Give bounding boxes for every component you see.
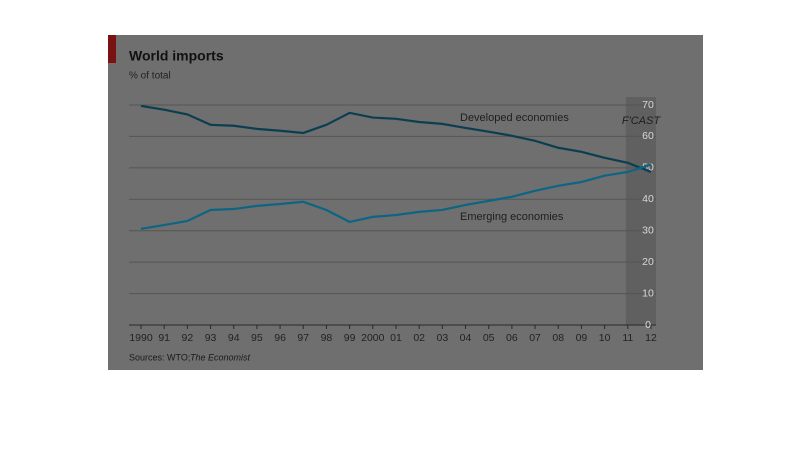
- chart-title: World imports: [129, 48, 224, 64]
- brand-tag: [108, 35, 116, 63]
- series-label: Developed economies: [460, 112, 569, 124]
- x-tick-label: 98: [321, 332, 333, 344]
- x-tick-label: 10: [599, 332, 611, 344]
- y-tick-label: 50: [642, 162, 654, 174]
- series-line: [140, 163, 652, 230]
- x-tick-label: 95: [251, 332, 263, 344]
- y-tick-label: 10: [642, 287, 654, 299]
- x-tick-label: 96: [274, 332, 286, 344]
- x-tick-label: 06: [506, 332, 518, 344]
- x-tick-label: 02: [413, 332, 425, 344]
- forecast-label: F'CAST: [622, 115, 661, 127]
- source-publisher: The Economist: [190, 352, 251, 362]
- x-tick-label: 93: [205, 332, 217, 344]
- x-tick-label: 91: [158, 332, 170, 344]
- x-tick-label: 1990: [129, 332, 153, 344]
- series-label: Emerging economies: [460, 211, 564, 223]
- y-tick-label: 30: [642, 224, 654, 236]
- y-tick-label: 0: [645, 319, 651, 331]
- x-tick-label: 12: [645, 332, 657, 344]
- x-tick-label: 09: [576, 332, 588, 344]
- x-tick-label: 97: [297, 332, 309, 344]
- x-tick-label: 94: [228, 332, 240, 344]
- x-tick-label: 04: [460, 332, 472, 344]
- chart-subtitle: % of total: [129, 71, 171, 82]
- y-tick-label: 70: [642, 99, 654, 111]
- y-tick-label: 60: [642, 130, 654, 142]
- series-line: [140, 104, 652, 173]
- x-tick-label: 08: [552, 332, 564, 344]
- x-tick-label: 11: [622, 332, 633, 344]
- source: Sources: WTO;: [129, 352, 190, 362]
- x-tick-label: 07: [529, 332, 541, 344]
- x-tick-label: 03: [436, 332, 448, 344]
- x-tick-label: 99: [344, 332, 356, 344]
- y-tick-label: 40: [642, 193, 654, 205]
- x-tick-label: 92: [182, 332, 194, 344]
- chart-panel: [108, 35, 703, 370]
- x-tick-label: 05: [483, 332, 495, 344]
- x-tick-label: 2000: [361, 332, 385, 344]
- y-tick-label: 20: [642, 256, 654, 268]
- forecast-band: [625, 97, 656, 325]
- x-tick-label: 01: [390, 332, 402, 344]
